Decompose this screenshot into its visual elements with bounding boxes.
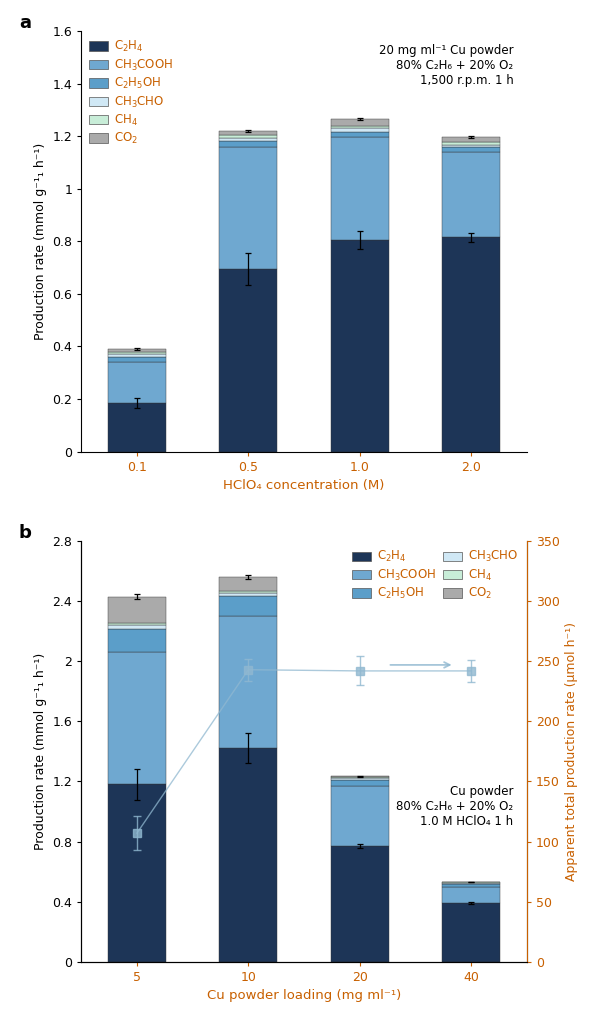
Bar	[331, 239, 389, 451]
Text: a: a	[19, 14, 31, 33]
X-axis label: HClO₄ concentration (M): HClO₄ concentration (M)	[223, 479, 385, 492]
Bar	[220, 593, 277, 596]
Bar	[442, 903, 500, 962]
Bar	[442, 887, 500, 903]
Bar	[108, 785, 166, 962]
Bar	[442, 145, 500, 147]
Text: Cu powder
80% C₂H₆ + 20% O₂
1.0 M HClO₄ 1 h: Cu powder 80% C₂H₆ + 20% O₂ 1.0 M HClO₄ …	[396, 785, 513, 828]
Bar	[108, 403, 166, 451]
Bar	[220, 577, 277, 591]
Bar	[220, 141, 277, 147]
Bar	[442, 152, 500, 237]
Bar	[442, 884, 500, 887]
Bar	[331, 131, 389, 138]
Text: b: b	[19, 525, 32, 542]
Bar	[442, 138, 500, 142]
Bar	[442, 142, 500, 145]
Bar	[331, 846, 389, 962]
Bar	[331, 128, 389, 131]
Bar	[220, 269, 277, 451]
Bar	[108, 629, 166, 652]
Bar	[220, 616, 277, 748]
Bar	[108, 623, 166, 626]
Bar	[108, 355, 166, 357]
Y-axis label: Apparent total production rate (μmol h⁻¹): Apparent total production rate (μmol h⁻¹…	[565, 622, 578, 881]
Bar	[220, 748, 277, 962]
Bar	[442, 237, 500, 451]
Legend: C$_2$H$_4$, CH$_3$COOH, C$_2$H$_5$OH, CH$_3$CHO, CH$_4$, CO$_2$: C$_2$H$_4$, CH$_3$COOH, C$_2$H$_5$OH, CH…	[350, 547, 521, 603]
Y-axis label: Production rate (mmol g⁻¹₁ h⁻¹): Production rate (mmol g⁻¹₁ h⁻¹)	[34, 653, 46, 850]
Text: 20 mg ml⁻¹ Cu powder
80% C₂H₆ + 20% O₂
1,500 r.p.m. 1 h: 20 mg ml⁻¹ Cu powder 80% C₂H₆ + 20% O₂ 1…	[379, 44, 513, 87]
Bar	[331, 125, 389, 128]
Bar	[331, 138, 389, 239]
Bar	[108, 652, 166, 785]
Bar	[331, 119, 389, 125]
Bar	[442, 147, 500, 152]
Bar	[331, 786, 389, 846]
Bar	[108, 597, 166, 623]
Bar	[108, 626, 166, 629]
Bar	[108, 353, 166, 355]
Bar	[331, 781, 389, 786]
Bar	[331, 776, 389, 777]
Bar	[220, 138, 277, 141]
Bar	[108, 357, 166, 362]
Bar	[108, 362, 166, 403]
Bar	[108, 350, 166, 353]
Bar	[220, 591, 277, 593]
Bar	[331, 777, 389, 779]
Bar	[442, 883, 500, 884]
Y-axis label: Production rate (mmol g⁻¹₁ h⁻¹): Production rate (mmol g⁻¹₁ h⁻¹)	[34, 143, 46, 340]
X-axis label: Cu powder loading (mg ml⁻¹): Cu powder loading (mg ml⁻¹)	[207, 989, 401, 1003]
Bar	[220, 136, 277, 138]
Bar	[331, 779, 389, 781]
Bar	[220, 596, 277, 616]
Legend: C$_2$H$_4$, CH$_3$COOH, C$_2$H$_5$OH, CH$_3$CHO, CH$_4$, CO$_2$: C$_2$H$_4$, CH$_3$COOH, C$_2$H$_5$OH, CH…	[87, 37, 176, 149]
Bar	[220, 147, 277, 269]
Bar	[220, 130, 277, 136]
